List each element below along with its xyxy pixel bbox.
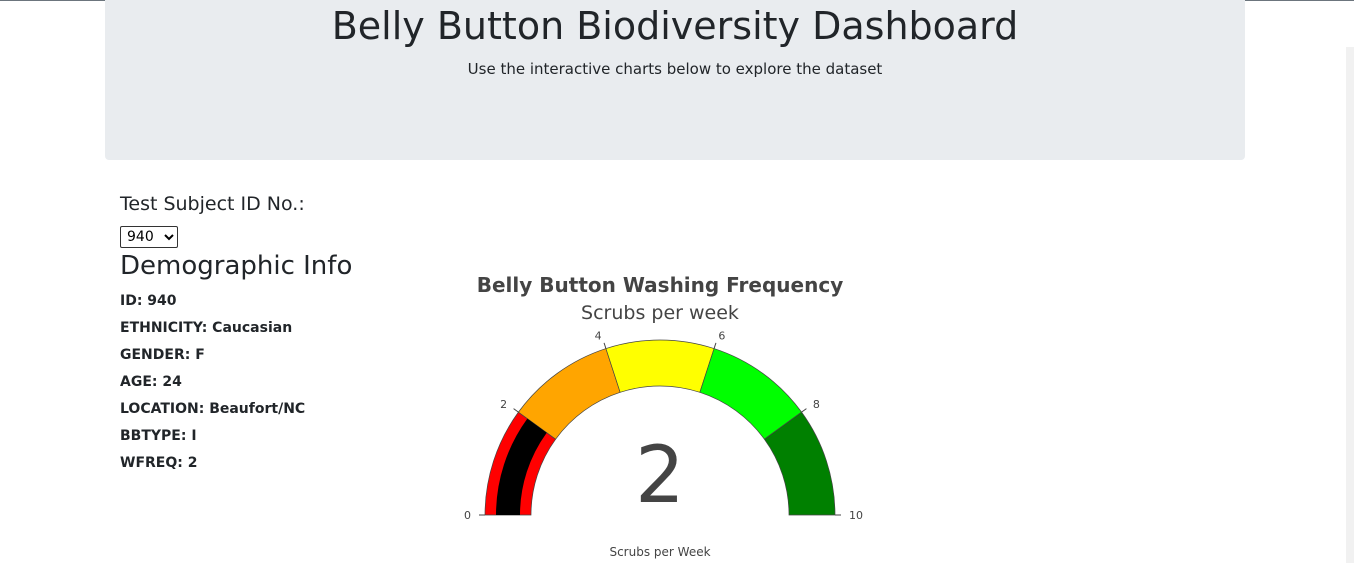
gauge-value-number: 2 — [635, 431, 685, 521]
gauge-band-5 — [763, 411, 836, 516]
gauge-value-bar — [496, 418, 547, 515]
header-banner: Belly Button Biodiversity Dashboard Use … — [105, 0, 1245, 160]
demo-item-gender: GENDER: F — [120, 347, 205, 363]
subject-id-select[interactable]: 940 — [120, 226, 178, 248]
page-subtitle: Use the interactive charts below to expl… — [467, 60, 883, 78]
gauge-tick-mark — [603, 342, 607, 349]
demo-item-bbtype: BBTYPE: I — [120, 428, 197, 444]
gauge-tick-label: 0 — [464, 509, 471, 522]
scrollbar[interactable] — [1346, 47, 1354, 563]
gauge-subtitle: Scrubs per week — [581, 302, 739, 324]
demo-item-location: LOCATION: Beaufort/NC — [120, 401, 306, 417]
gauge-x-axis-label: Scrubs per Week — [609, 545, 710, 559]
gauge-tick-label: 4 — [595, 329, 602, 342]
demographic-info-list: ID: 940 ETHNICITY: Caucasian GENDER: F A… — [120, 291, 305, 480]
demo-item-age: AGE: 24 — [120, 374, 182, 390]
gauge-tick-label: 8 — [813, 398, 820, 411]
gauge-tick-label: 2 — [500, 398, 507, 411]
demo-item-ethnicity: ETHNICITY: Caucasian — [120, 320, 293, 336]
gauge-tick-mark — [801, 408, 807, 413]
demo-item-id: ID: 940 — [120, 293, 177, 309]
gauge-tick-mark — [713, 342, 717, 349]
gauge-band-3 — [605, 339, 715, 393]
washing-frequency-gauge: Belly Button Washing Frequency Scrubs pe… — [464, 273, 863, 559]
demographic-info-title: Demographic Info — [120, 251, 353, 281]
gauge-tick-mark — [513, 408, 519, 413]
page-title: Belly Button Biodiversity Dashboard — [331, 4, 1019, 48]
gauge-tick-label: 10 — [849, 509, 863, 522]
subject-id-label: Test Subject ID No.: — [120, 193, 305, 215]
gauge-title: Belly Button Washing Frequency — [477, 273, 843, 297]
demo-item-wfreq: WFREQ: 2 — [120, 455, 198, 471]
gauge-tick-label: 6 — [718, 329, 725, 342]
